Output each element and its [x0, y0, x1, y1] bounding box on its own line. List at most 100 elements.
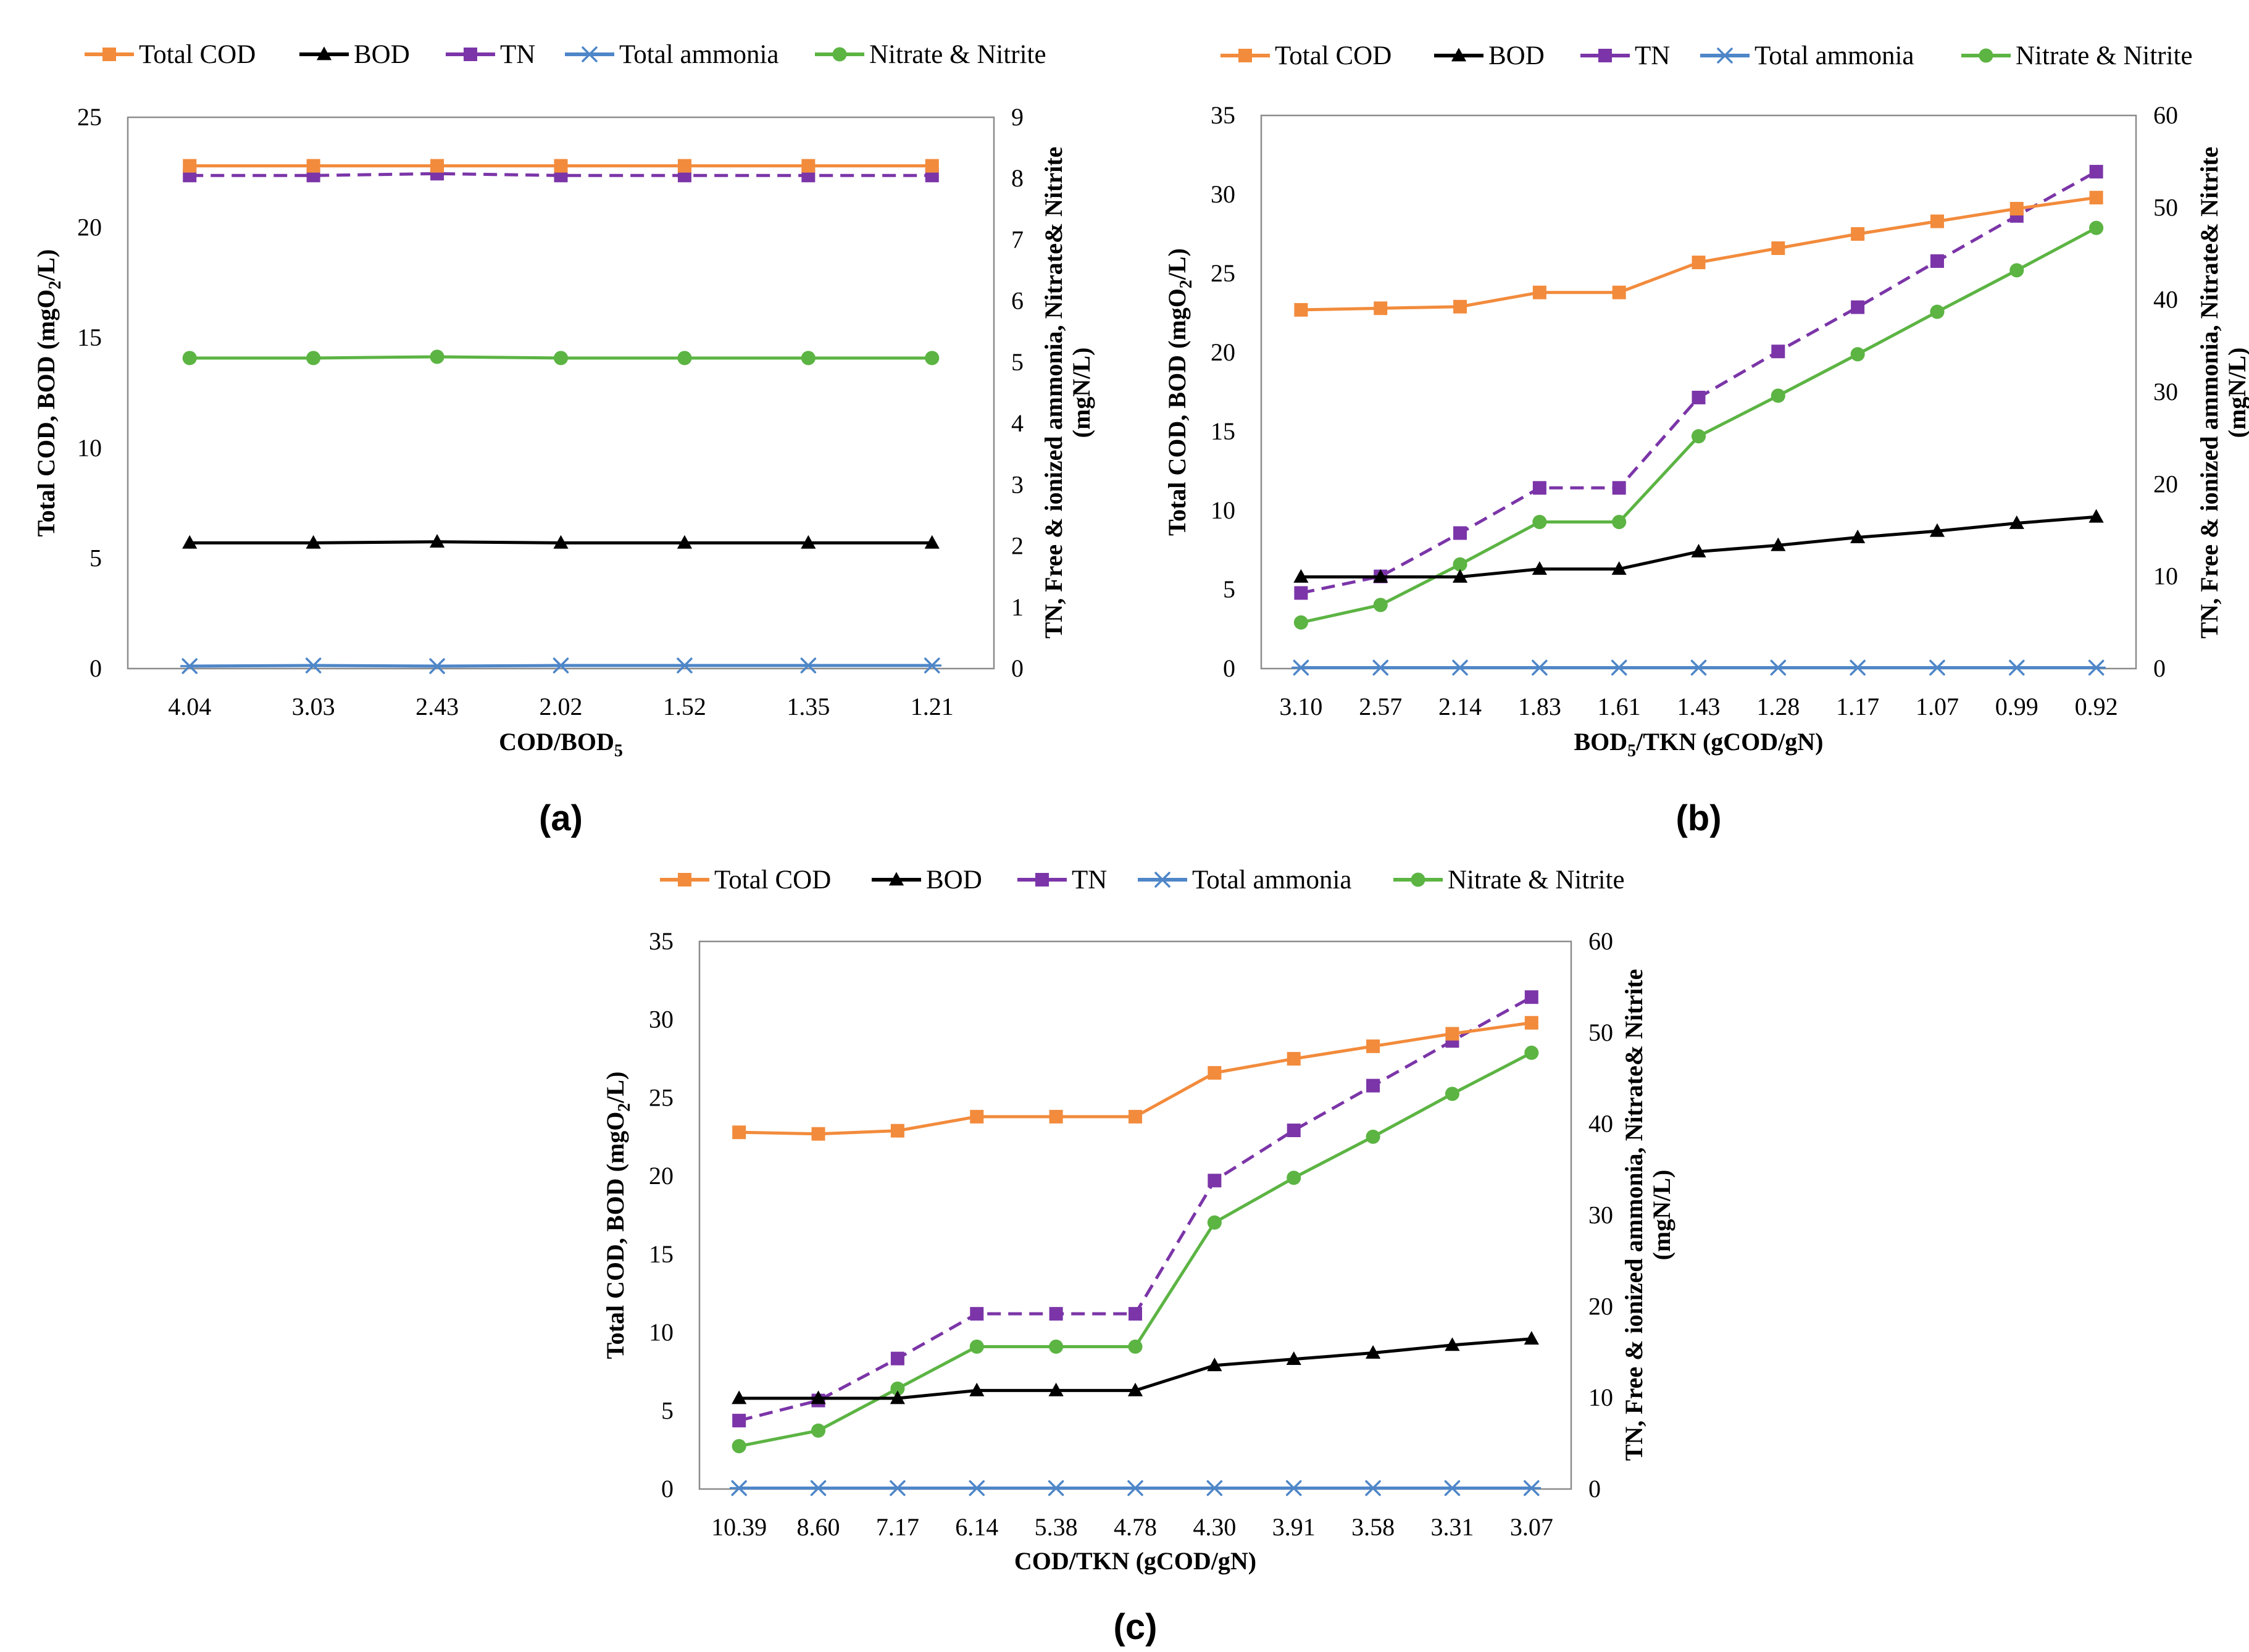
data-point-nitrate: [1366, 1129, 1380, 1144]
data-point-tn: [1208, 1174, 1222, 1188]
y-right-axis-title-line: (mgN/L): [1648, 1170, 1675, 1261]
y-right-tick-label: 0: [1011, 654, 1024, 682]
legend-label-cod: Total COD: [139, 40, 256, 69]
x-tick-label: 7.17: [876, 1513, 919, 1541]
data-point-ammonia: [1363, 1480, 1383, 1496]
data-point-nitrate: [1293, 615, 1308, 630]
data-point-nitrate: [1128, 1339, 1143, 1354]
data-point-bod: [1850, 529, 1866, 543]
legend-label-ammonia: Total ammonia: [1192, 866, 1352, 895]
data-point-bod: [732, 1390, 747, 1404]
series-bod: [182, 533, 940, 549]
data-point-nitrate: [1445, 1087, 1460, 1101]
x-tick-label: 10.39: [711, 1513, 767, 1541]
panel-label: (b): [1675, 798, 1721, 838]
x-tick-label: 8.60: [797, 1513, 840, 1541]
x-tick-label: 3.03: [292, 693, 335, 720]
data-point-cod: [1129, 1109, 1142, 1124]
data-point-nitrate: [801, 351, 816, 365]
legend-label-bod: BOD: [354, 40, 410, 69]
data-point-cod: [970, 1109, 984, 1124]
x-tick-label: 1.17: [1836, 693, 1879, 720]
y-right-tick-label: 10: [2153, 562, 2178, 590]
legend-marker-bod: [316, 46, 332, 60]
data-point-tn: [1049, 1307, 1063, 1321]
legend-item-tn: TN: [446, 40, 535, 69]
plot-area: [127, 116, 995, 670]
data-point-nitrate: [1612, 515, 1627, 530]
data-point-nitrate: [1691, 429, 1706, 444]
data-point-ammonia: [922, 657, 942, 674]
y-right-tick-label: 60: [2153, 101, 2178, 129]
x-tick-label: 2.02: [540, 693, 583, 720]
legend-item-ammonia: Total ammonia: [565, 40, 779, 69]
legend-item-ammonia: Total ammonia: [1700, 41, 1914, 70]
data-point-ammonia: [1450, 659, 1470, 676]
data-point-nitrate: [925, 351, 940, 365]
data-point-cod: [2009, 202, 2024, 216]
data-point-cod: [1851, 227, 1865, 241]
data-point-bod: [2009, 515, 2024, 529]
legend-marker-tn: [464, 48, 477, 61]
series-bod: [1293, 509, 2104, 583]
x-tick-label: 1.21: [911, 693, 954, 720]
x-axis-title: COD/TKN (gCOD/gN): [1014, 1547, 1256, 1575]
series-line-tn: [1300, 170, 2097, 594]
y-left-tick-label: 10: [649, 1319, 674, 1346]
y-left-tick-label: 35: [649, 927, 674, 955]
chart-panel-a: 0 5 10 15 20 25 0 1 2 3 4 5 6 7 8 9 4.04 3.03 2.43 2.02 1.52…: [32, 40, 1095, 838]
y-left-tick-label: 20: [649, 1162, 674, 1190]
data-point-tn: [1524, 990, 1538, 1004]
data-point-cod: [732, 1125, 746, 1140]
x-tick-label: 1.83: [1518, 693, 1561, 720]
data-point-bod: [801, 535, 816, 549]
legend-marker-nitrate: [1411, 872, 1425, 887]
data-point-bod: [1929, 523, 1945, 537]
y-left-tick-label: 0: [1223, 654, 1235, 682]
legend-marker-cod: [102, 48, 116, 61]
y-left-tick-label: 20: [1211, 338, 1235, 366]
legend-label-cod: Total COD: [714, 866, 831, 895]
data-point-ammonia: [675, 657, 695, 674]
data-point-tn: [1287, 1124, 1301, 1138]
legend-marker-ammonia: [1715, 48, 1735, 64]
x-axis-title: COD/BOD5: [499, 728, 623, 761]
data-point-cod: [811, 1127, 825, 1141]
data-point-cod: [1445, 1027, 1459, 1041]
data-point-nitrate: [811, 1423, 826, 1438]
y-right-axis-title-line: TN, Free & ionized ammonia, Nitrate& Nit…: [1040, 147, 1067, 639]
legend-label-nitrate: Nitrate & Nitrite: [1448, 866, 1625, 895]
data-point-cod: [677, 159, 691, 173]
y-left-tick-label: 5: [661, 1396, 674, 1424]
data-point-cod: [801, 159, 816, 173]
x-tick-label: 2.43: [415, 693, 459, 720]
y-right-tick-label: 0: [2153, 654, 2166, 682]
legend-marker-ammonia: [1153, 872, 1172, 888]
y-right-tick-label: 40: [2153, 286, 2178, 314]
legend-marker-cod: [1238, 49, 1252, 62]
data-point-bod: [1524, 1331, 1539, 1345]
data-point-cod: [1524, 1016, 1538, 1030]
series-cod: [1294, 191, 2103, 317]
data-point-ammonia: [1530, 659, 1550, 676]
data-point-nitrate: [1930, 304, 1945, 319]
data-point-ammonia: [1522, 1480, 1542, 1496]
legend-item-ammonia: Total ammonia: [1138, 866, 1352, 895]
data-point-nitrate: [553, 351, 569, 365]
data-point-bod: [1532, 561, 1547, 575]
data-point-ammonia: [1125, 1480, 1145, 1496]
y-left-tick-label: 15: [649, 1240, 674, 1268]
x-tick-label: 6.14: [955, 1513, 998, 1541]
x-tick-label: 4.78: [1114, 1513, 1157, 1541]
data-point-nitrate: [1207, 1215, 1222, 1230]
chart-panel-b: 0 5 10 15 20 25 30 35 0 10 20 30 40 50 60 3.10 2.57 2.14 1…: [1163, 41, 2249, 838]
data-point-ammonia: [1284, 1480, 1304, 1496]
data-point-nitrate: [1850, 347, 1865, 362]
x-tick-label: 1.52: [663, 693, 706, 720]
data-point-ammonia: [1848, 659, 1867, 676]
y-right-tick-label: 20: [1588, 1292, 1613, 1320]
chart-panel-c: 0 5 10 15 20 25 30 35 0 10 20 30 40 50 60 10.39 8.60 7.17…: [601, 866, 1675, 1647]
data-point-nitrate: [2009, 263, 2024, 278]
data-point-bod: [1365, 1345, 1381, 1359]
